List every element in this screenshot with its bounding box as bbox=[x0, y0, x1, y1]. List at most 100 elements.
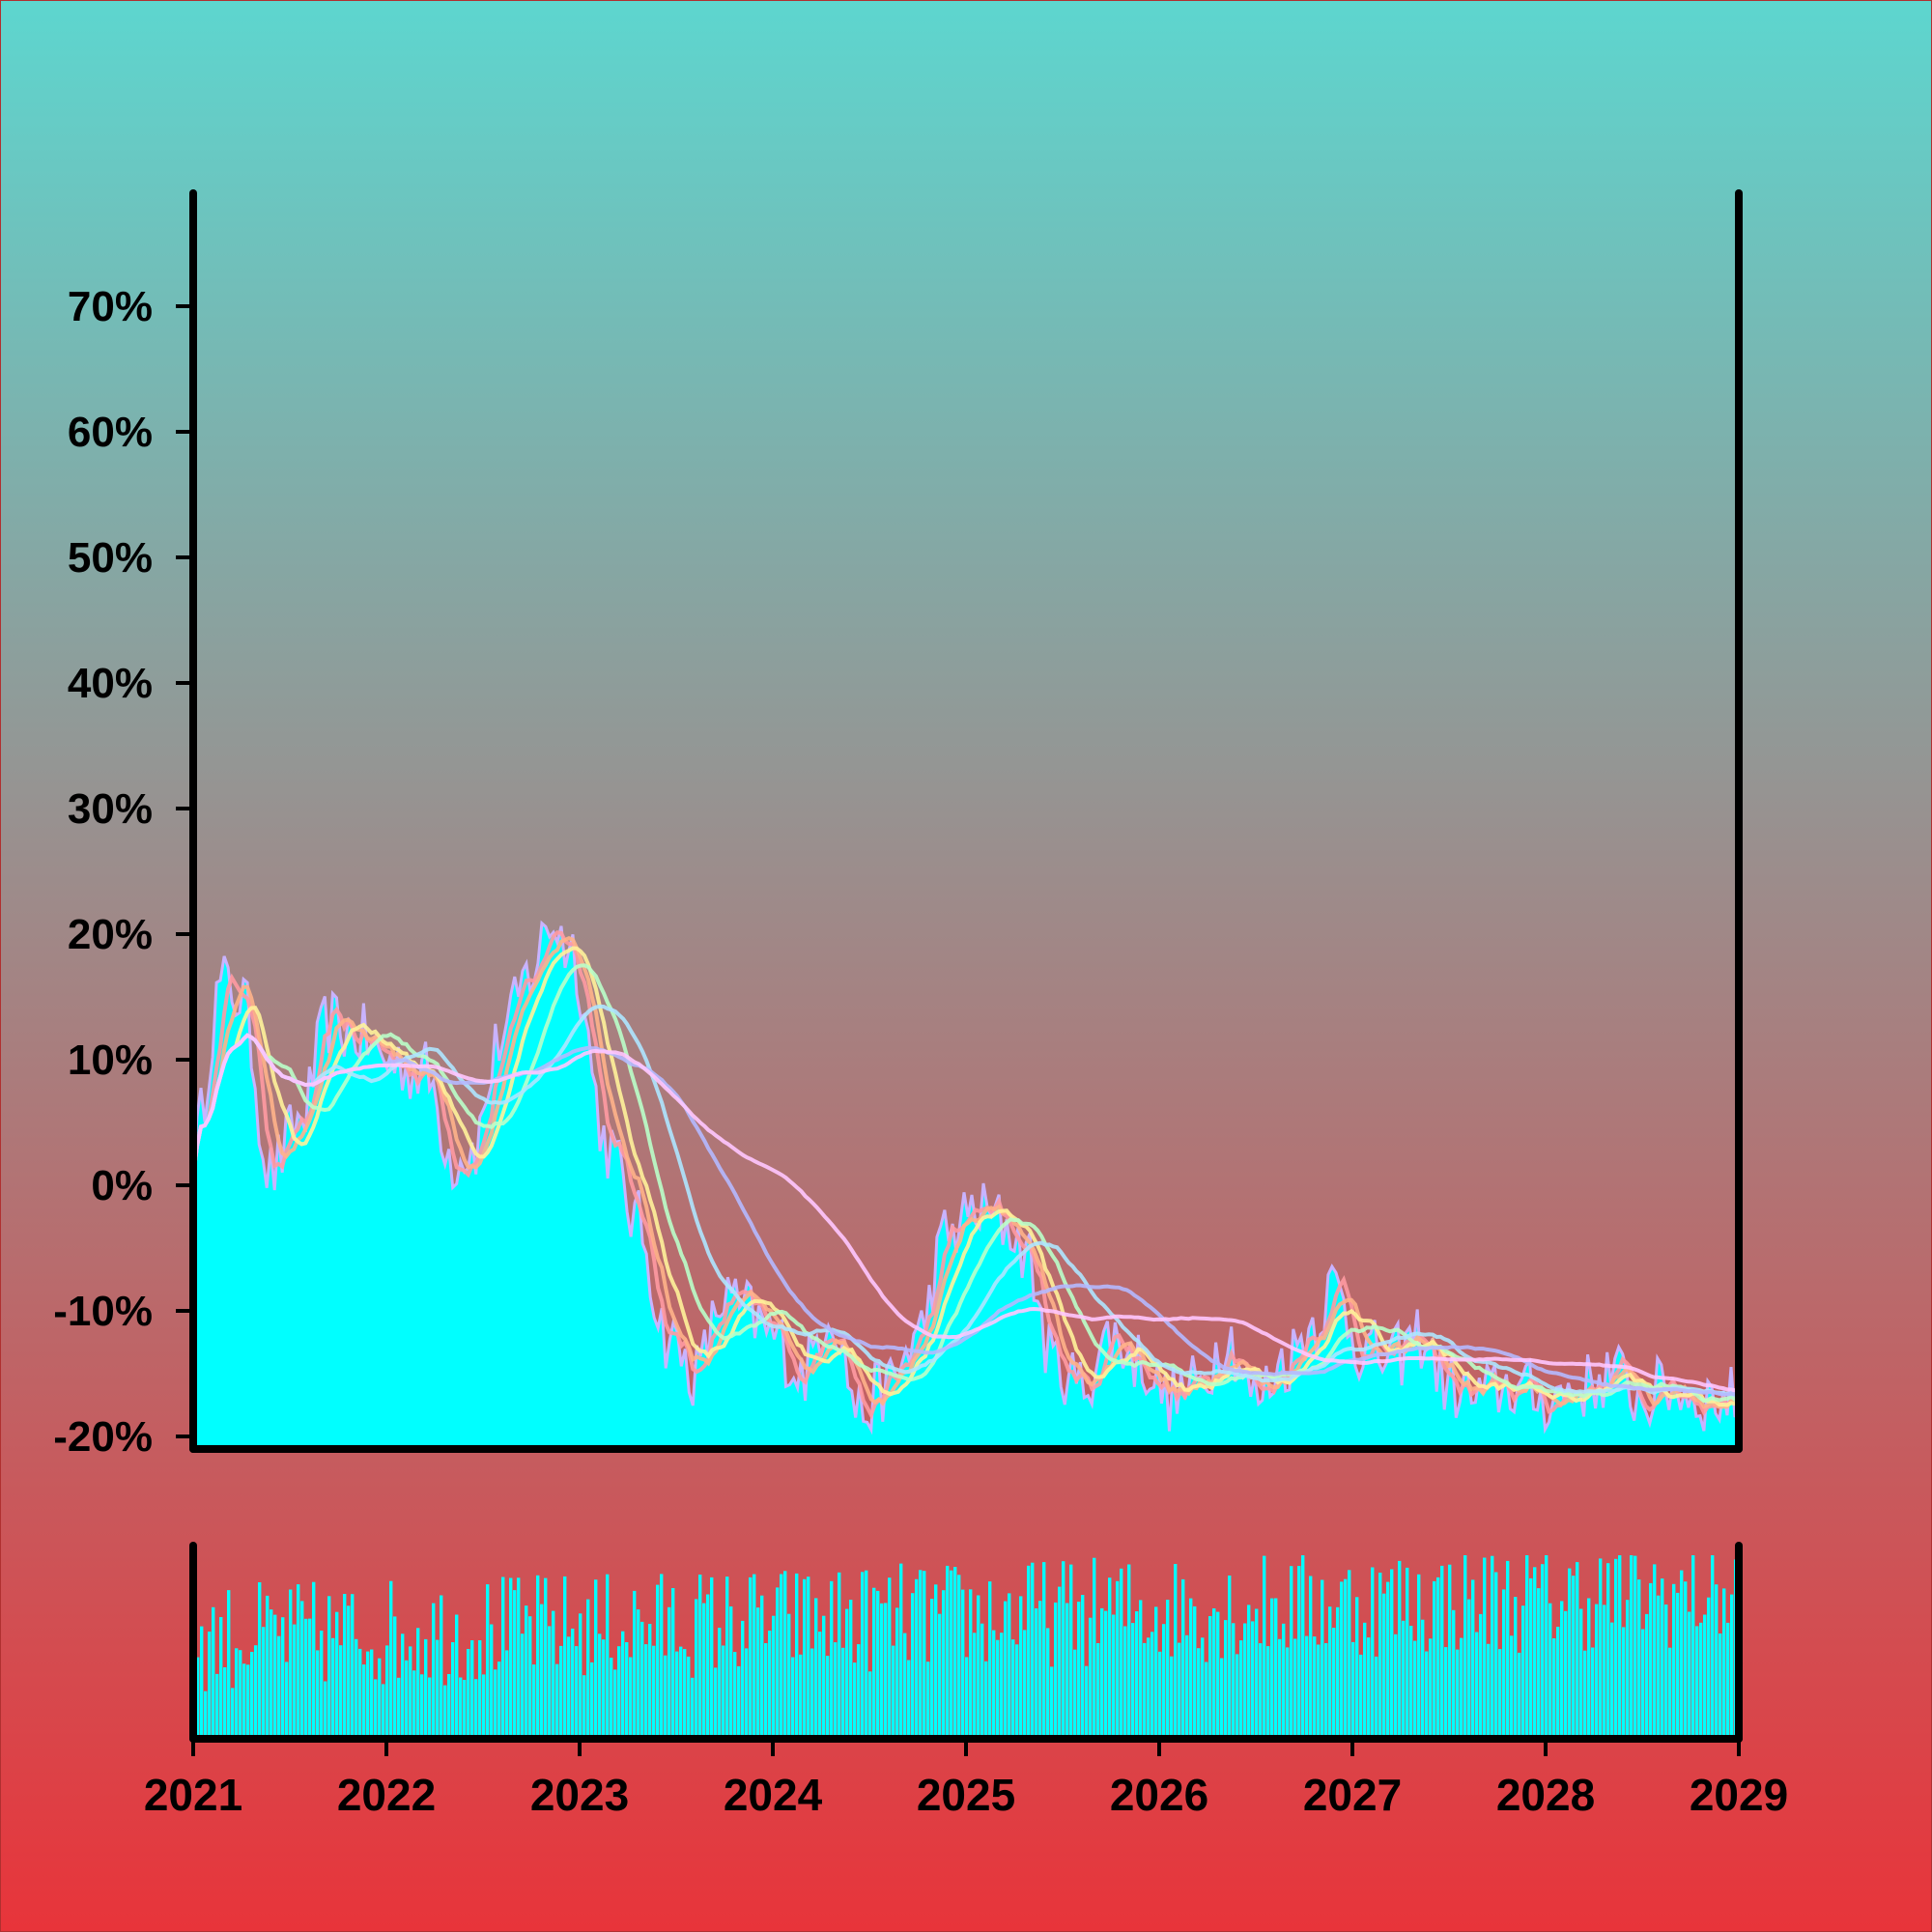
volume-bar bbox=[1348, 1570, 1351, 1739]
volume-bar bbox=[1406, 1567, 1409, 1739]
x-axis-tick-labels: 2021 2022 2023 2024 2025 2026 2027 2028 2029 bbox=[144, 1770, 1788, 1820]
volume-bar bbox=[1548, 1603, 1552, 1739]
volume-bar bbox=[1278, 1638, 1282, 1739]
volume-bar bbox=[428, 1677, 432, 1739]
volume-bar bbox=[756, 1607, 760, 1739]
volume-bar bbox=[1042, 1562, 1046, 1739]
volume-bar bbox=[582, 1675, 586, 1739]
volume-bar bbox=[671, 1588, 675, 1739]
volume-bar bbox=[548, 1626, 552, 1739]
y-tick-label: 50% bbox=[68, 534, 153, 582]
volume-bar bbox=[1135, 1611, 1139, 1739]
volume-bar bbox=[273, 1614, 277, 1739]
volume-bar bbox=[1255, 1608, 1259, 1739]
volume-bar bbox=[895, 1607, 899, 1739]
volume-bar bbox=[1309, 1576, 1313, 1739]
volume-bar bbox=[621, 1631, 625, 1739]
volume-bar bbox=[1228, 1576, 1232, 1739]
volume-bar bbox=[1680, 1570, 1684, 1739]
volume-bar bbox=[1100, 1607, 1104, 1739]
volume-bar bbox=[1583, 1650, 1587, 1739]
volume-bar bbox=[358, 1648, 362, 1739]
volume-bar bbox=[903, 1633, 907, 1739]
volume-bar bbox=[1050, 1666, 1054, 1739]
y-tick-label: 60% bbox=[68, 409, 153, 456]
volume-bar bbox=[1351, 1641, 1355, 1739]
y-tick-label: -20% bbox=[53, 1413, 153, 1461]
volume-bar bbox=[1243, 1623, 1247, 1739]
volume-bar bbox=[1452, 1609, 1456, 1739]
volume-bar bbox=[1579, 1608, 1583, 1739]
volume-bar bbox=[772, 1615, 776, 1739]
volume-bar bbox=[389, 1580, 393, 1739]
volume-bar bbox=[923, 1571, 926, 1739]
volume-bar bbox=[443, 1685, 447, 1739]
x-tick-label: 2026 bbox=[1110, 1770, 1208, 1820]
volume-bar bbox=[1344, 1578, 1348, 1739]
volume-bar bbox=[1139, 1600, 1143, 1739]
volume-bar bbox=[1684, 1581, 1688, 1739]
volume-bar bbox=[1375, 1656, 1378, 1739]
volume-bar bbox=[258, 1582, 262, 1739]
volume-bar bbox=[1703, 1614, 1707, 1739]
volume-bar bbox=[594, 1579, 598, 1739]
volume-bar bbox=[1525, 1555, 1529, 1739]
volume-bar bbox=[1436, 1577, 1440, 1739]
x-tick-label: 2023 bbox=[530, 1770, 629, 1820]
volume-bar bbox=[1116, 1580, 1120, 1739]
volume-bar bbox=[575, 1646, 579, 1739]
volume-bar bbox=[1212, 1608, 1216, 1739]
volume-bar bbox=[1247, 1605, 1251, 1739]
volume-bar bbox=[1719, 1634, 1722, 1739]
volume-bar bbox=[1429, 1638, 1433, 1739]
volume-bar bbox=[977, 1595, 980, 1739]
volume-bar bbox=[1456, 1649, 1460, 1739]
volume-bar bbox=[710, 1577, 714, 1739]
volume-bar bbox=[973, 1633, 977, 1739]
moving-average-line-6 bbox=[193, 1033, 1739, 1397]
volume-bar bbox=[1324, 1643, 1328, 1739]
volume-bar bbox=[984, 1661, 988, 1739]
volume-bar bbox=[474, 1679, 478, 1739]
volume-bar bbox=[1089, 1617, 1093, 1739]
volume-bar bbox=[1463, 1555, 1467, 1739]
moving-average-line-4 bbox=[193, 963, 1739, 1404]
volume-bar bbox=[683, 1649, 687, 1739]
volume-bar bbox=[563, 1576, 567, 1739]
volume-bar bbox=[1576, 1562, 1579, 1739]
volume-bar bbox=[656, 1584, 660, 1739]
volume-bar bbox=[830, 1580, 834, 1739]
volume-bar bbox=[1286, 1647, 1290, 1739]
volume-bar bbox=[231, 1688, 235, 1739]
volume-bar bbox=[242, 1663, 246, 1739]
volume-bar bbox=[579, 1613, 582, 1739]
x-tick-label: 2021 bbox=[144, 1770, 242, 1820]
moving-average-line-2 bbox=[193, 936, 1739, 1409]
volume-bar bbox=[505, 1650, 509, 1739]
volume-bar bbox=[768, 1631, 772, 1739]
volume-bar bbox=[1394, 1634, 1398, 1739]
volume-bar bbox=[1402, 1620, 1406, 1739]
volume-bar bbox=[1201, 1637, 1205, 1739]
volume-bar bbox=[320, 1631, 324, 1739]
volume-bar bbox=[281, 1617, 285, 1739]
volume-bar bbox=[741, 1620, 745, 1739]
volume-bar bbox=[327, 1596, 331, 1739]
volume-bar bbox=[1174, 1564, 1178, 1739]
volume-bar bbox=[1641, 1629, 1645, 1739]
volume-bar bbox=[1498, 1649, 1502, 1739]
volume-bar bbox=[536, 1575, 540, 1739]
volume-bar bbox=[1011, 1639, 1015, 1739]
moving-average-line-5 bbox=[193, 1004, 1739, 1399]
volume-bar bbox=[297, 1584, 300, 1739]
volume-bar bbox=[412, 1670, 416, 1739]
volume-bar bbox=[1313, 1636, 1317, 1739]
volume-bar bbox=[1321, 1579, 1324, 1739]
volume-bar bbox=[1181, 1578, 1185, 1739]
volume-bar bbox=[227, 1590, 231, 1739]
volume-bar bbox=[691, 1677, 695, 1739]
volume-bar bbox=[250, 1652, 254, 1739]
volume-bar bbox=[532, 1664, 536, 1739]
volume-bar bbox=[482, 1674, 486, 1739]
volume-bar bbox=[447, 1674, 451, 1739]
